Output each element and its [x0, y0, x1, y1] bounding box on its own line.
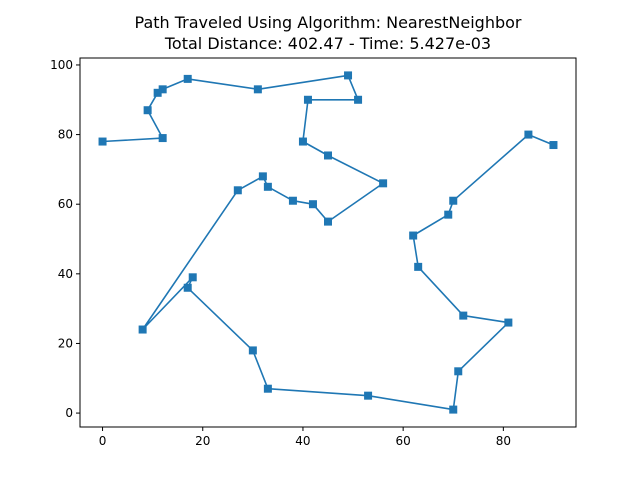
path-point: [183, 74, 192, 83]
path-point: [158, 134, 167, 143]
x-tick-label: 20: [195, 434, 210, 448]
path-point: [143, 106, 152, 115]
path-point: [303, 95, 312, 104]
y-tick-label: 60: [58, 197, 73, 211]
path-point: [459, 311, 468, 320]
path-point: [263, 384, 272, 393]
path-point: [504, 318, 513, 327]
path-point: [449, 196, 458, 205]
path-point: [409, 231, 418, 240]
path-point: [263, 182, 272, 191]
path-point: [253, 85, 262, 94]
path-point: [233, 186, 242, 195]
y-tick-label: 40: [58, 267, 73, 281]
path-point: [298, 137, 307, 146]
plot-area: [98, 71, 558, 414]
path-point: [248, 346, 257, 355]
x-tick-label: 60: [396, 434, 411, 448]
y-tick-label: 20: [58, 336, 73, 350]
path-point: [414, 262, 423, 271]
path-point: [449, 405, 458, 414]
path-point: [524, 130, 533, 139]
x-tick-label: 40: [295, 434, 310, 448]
path-point: [153, 88, 162, 97]
path-point: [158, 85, 167, 94]
path-point: [444, 210, 453, 219]
path-point: [379, 179, 388, 188]
axis-ticks: 0 20 40 60 80 0 20 40 60 80 100: [50, 58, 511, 448]
path-point: [454, 367, 463, 376]
path-point: [324, 217, 332, 226]
chart-title-line1: Path Traveled Using Algorithm: NearestNe…: [135, 13, 522, 32]
path-point: [138, 325, 147, 334]
x-tick-label: 80: [496, 434, 511, 448]
path-point: [98, 137, 107, 146]
path-point: [288, 196, 297, 205]
path-point: [183, 283, 192, 292]
y-tick-label: 100: [50, 58, 73, 72]
path-point: [324, 151, 332, 160]
path-point: [258, 172, 267, 181]
chart-title-line2: Total Distance: 402.47 - Time: 5.427e-03: [164, 34, 491, 53]
path-point: [364, 391, 373, 400]
path-point: [549, 141, 558, 150]
path-point: [308, 200, 317, 209]
path-point: [354, 95, 363, 104]
path-point: [188, 273, 197, 282]
axes-frame: [79, 57, 577, 428]
y-tick-label: 80: [58, 128, 73, 142]
path-point: [344, 71, 353, 80]
y-tick-label: 0: [65, 406, 73, 420]
x-tick-label: 0: [99, 434, 107, 448]
